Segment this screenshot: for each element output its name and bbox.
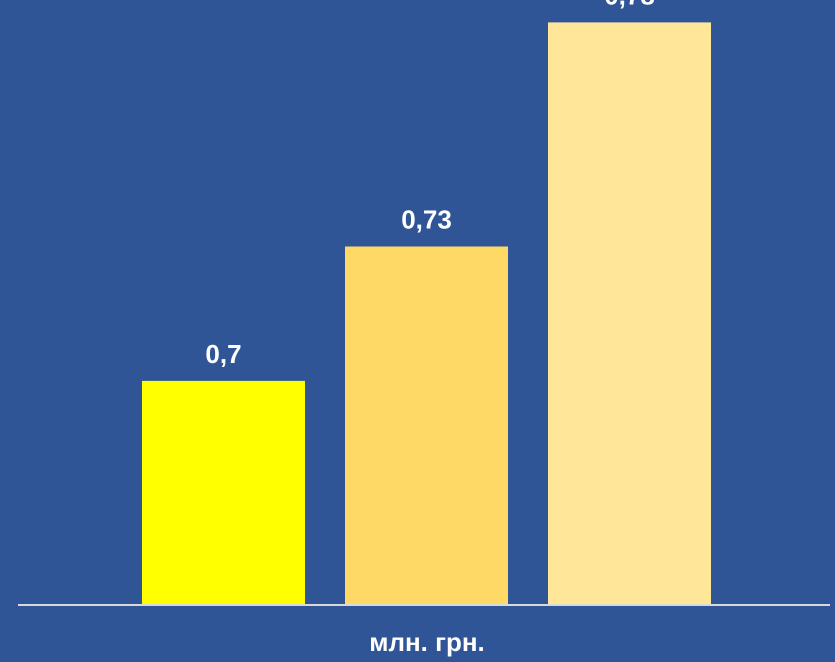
bar-value-label-1: 0,7 [205,339,241,369]
bar-value-label-2: 0,73 [401,205,452,235]
bar-3 [548,22,711,605]
bar-2 [345,246,508,605]
data-labels-group: 0,7 0,73 0,78 [205,0,654,369]
x-axis-title: млн. грн. [369,627,485,657]
bars-group [142,22,711,605]
bar-1 [142,380,305,605]
bar-value-label-3: 0,78 [604,0,655,10]
